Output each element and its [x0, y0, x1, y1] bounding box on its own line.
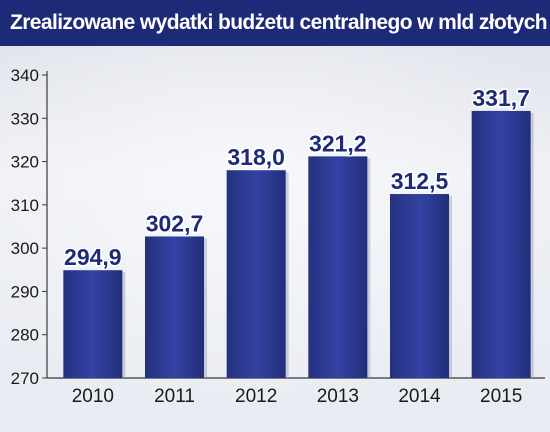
y-tick-label: 340 — [11, 66, 39, 85]
bar — [226, 170, 286, 378]
bar — [390, 194, 449, 378]
x-tick-label: 2013 — [317, 386, 359, 407]
y-tick-label: 320 — [11, 153, 39, 172]
data-label: 321,2 — [309, 130, 367, 156]
bar — [471, 110, 531, 379]
bars — [63, 110, 534, 379]
chart-title: Zrealizowane wydatki budżetu centralnego… — [10, 11, 548, 34]
bar — [145, 236, 204, 378]
x-tick-label: 2015 — [480, 386, 522, 407]
title-bar: Zrealizowane wydatki budżetu centralnego… — [0, 0, 550, 46]
bar — [308, 156, 368, 378]
data-label: 318,0 — [227, 144, 285, 170]
x-tick-label: 2011 — [154, 386, 195, 407]
data-label: 302,7 — [146, 210, 204, 236]
axes: 270 280 290 300 310 320 330 340 — [11, 66, 545, 388]
data-label: 294,9 — [64, 244, 122, 270]
y-tick-label: 310 — [11, 196, 39, 215]
x-tick-label: 2014 — [398, 386, 441, 407]
y-tick-label: 280 — [11, 326, 39, 345]
y-tick-label: 270 — [11, 369, 39, 388]
x-tick-label: 2010 — [72, 386, 114, 407]
data-label: 312,5 — [391, 168, 449, 194]
data-label: 331,7 — [472, 85, 530, 111]
y-tick-label: 330 — [11, 109, 39, 128]
x-tick-label: 2012 — [235, 386, 277, 407]
y-tick-label: 300 — [11, 239, 39, 258]
bar — [63, 270, 123, 378]
y-tick-label: 290 — [11, 282, 39, 301]
labels: 2010 294,9 2011 302,7 2012 318,0 2013 321,2 2014… — [63, 83, 532, 407]
